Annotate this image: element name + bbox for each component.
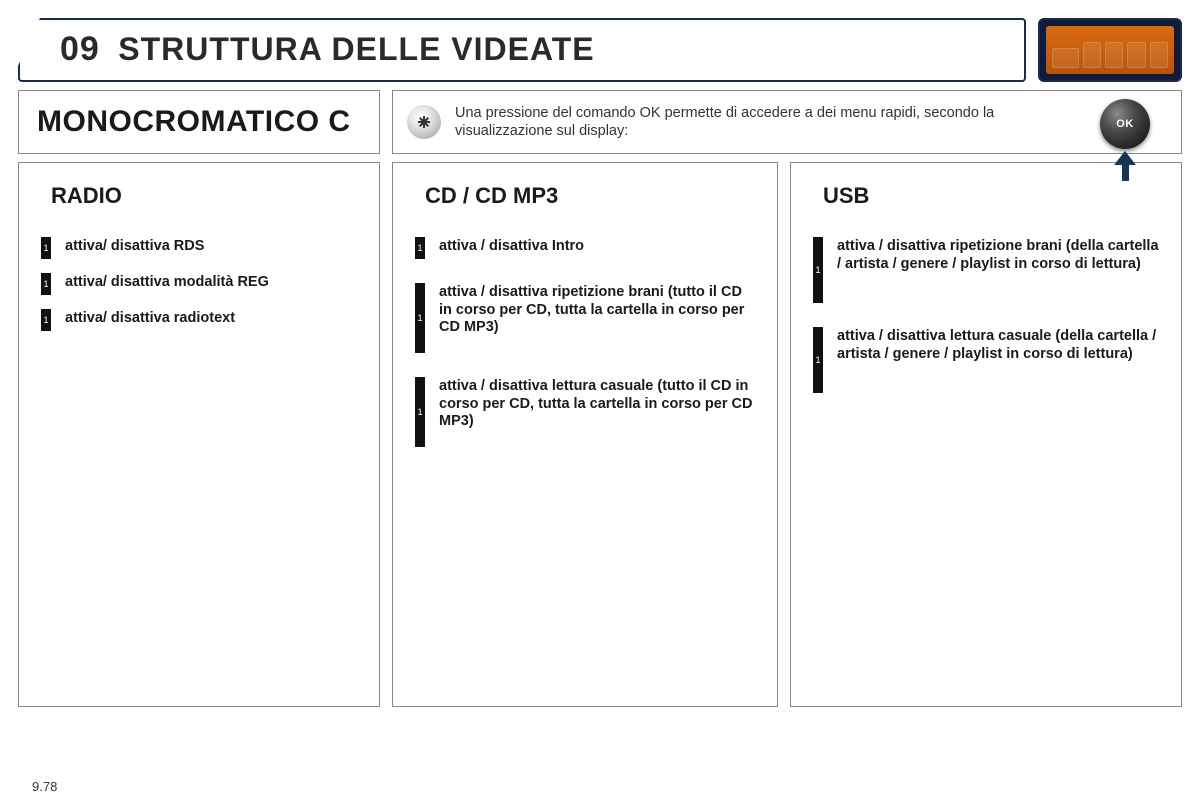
item-label: attiva / disattiva ripetizione brani (tu…	[439, 283, 755, 337]
item-label: attiva/ disattiva radiotext	[65, 309, 235, 328]
note-text: Una pressione del comando OK permette di…	[455, 104, 1165, 140]
cd-heading: CD / CD MP3	[425, 183, 755, 209]
ok-button-icon: OK	[1100, 99, 1150, 149]
section-title: STRUTTURA DELLE VIDEATE	[118, 31, 594, 67]
list-item: 1 attiva / disattiva lettura casuale (de…	[813, 327, 1159, 393]
item-tag: 1	[813, 327, 823, 393]
mono-heading-box: MONOCROMATICO C	[18, 90, 380, 154]
page-number: 9.78	[32, 779, 57, 794]
arrow-stem	[1122, 163, 1129, 181]
note-box: Una pressione del comando OK permette di…	[392, 90, 1182, 154]
item-label: attiva / disattiva lettura casuale (tutt…	[439, 377, 755, 431]
list-item: 1 attiva / disattiva Intro	[415, 237, 755, 259]
list-item: 1 attiva / disattiva ripetizione brani (…	[415, 283, 755, 353]
radio-column: RADIO 1 attiva/ disattiva RDS 1 attiva/ …	[18, 162, 380, 707]
list-item: 1 attiva / disattiva lettura casuale (tu…	[415, 377, 755, 447]
usb-column: USB 1 attiva / disattiva ripetizione bra…	[790, 162, 1182, 707]
list-item: 1 attiva/ disattiva RDS	[41, 237, 357, 259]
item-tag: 1	[813, 237, 823, 303]
item-tag: 1	[415, 237, 425, 259]
item-label: attiva / disattiva Intro	[439, 237, 584, 256]
item-tag: 1	[415, 283, 425, 353]
device-badge	[1038, 18, 1182, 82]
item-label: attiva / disattiva lettura casuale (dell…	[837, 327, 1159, 363]
ok-widget: OK	[1097, 99, 1153, 181]
item-label: attiva/ disattiva modalità REG	[65, 273, 269, 292]
item-label: attiva/ disattiva RDS	[65, 237, 204, 256]
list-item: 1 attiva / disattiva ripetizione brani (…	[813, 237, 1159, 303]
item-tag: 1	[41, 273, 51, 295]
mono-heading: MONOCROMATICO C	[37, 105, 365, 139]
item-tag: 1	[41, 237, 51, 259]
section-number: 09	[60, 30, 100, 68]
usb-heading: USB	[823, 183, 1159, 209]
list-item: 1 attiva/ disattiva radiotext	[41, 309, 357, 331]
cd-column: CD / CD MP3 1 attiva / disattiva Intro 1…	[392, 162, 778, 707]
list-item: 1 attiva/ disattiva modalità REG	[41, 273, 357, 295]
item-tag: 1	[415, 377, 425, 447]
tip-icon	[407, 105, 441, 139]
radio-heading: RADIO	[51, 183, 357, 209]
item-label: attiva / disattiva ripetizione brani (de…	[837, 237, 1159, 273]
device-screen-icon	[1046, 26, 1174, 74]
section-title-plate: 09 STRUTTURA DELLE VIDEATE	[18, 18, 1026, 82]
item-tag: 1	[41, 309, 51, 331]
